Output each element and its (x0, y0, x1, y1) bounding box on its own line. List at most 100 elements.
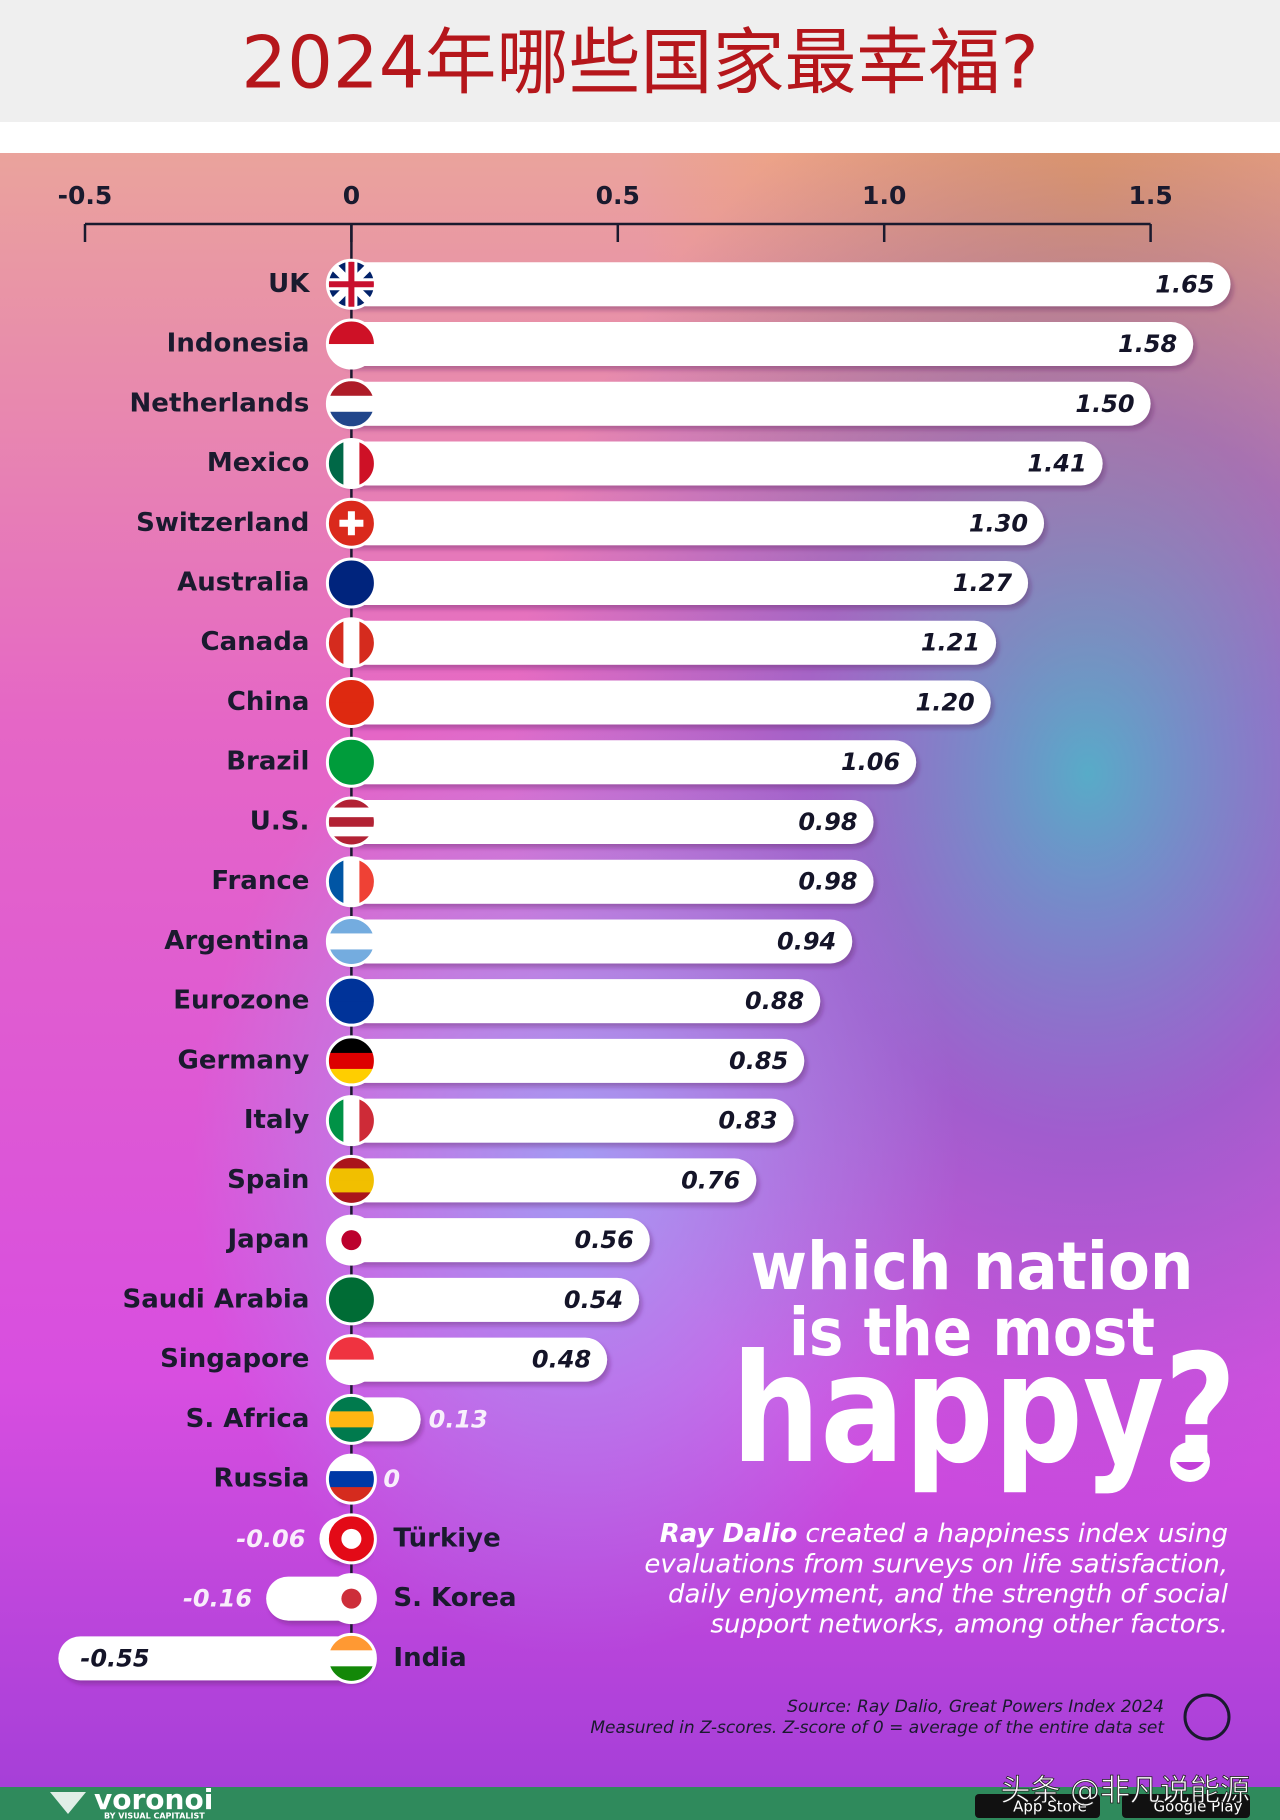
category-label: U.S. (250, 806, 310, 836)
bar (331, 381, 1151, 426)
value-label: 0.48 (532, 1346, 591, 1374)
value-label: 1.50 (1075, 390, 1134, 418)
value-label: 0.94 (777, 927, 836, 955)
bar (331, 680, 991, 725)
bar (331, 620, 997, 665)
value-label: 1.20 (916, 688, 975, 716)
bar (331, 1277, 640, 1322)
bar (331, 740, 917, 785)
category-label: Spain (227, 1165, 309, 1195)
flag-ring (325, 1573, 377, 1625)
flag-stripe (327, 1180, 376, 1193)
flag-dot (341, 1528, 362, 1549)
description-line: support networks, among other factors. (710, 1610, 1228, 1640)
category-label: China (227, 687, 310, 717)
flag-ring (325, 258, 377, 310)
category-label: Italy (244, 1105, 310, 1135)
bar (331, 501, 1045, 546)
store-label: Google Play (1154, 1798, 1243, 1816)
bar (331, 1158, 757, 1203)
category-label: Argentina (164, 926, 309, 956)
flag-ring (325, 378, 377, 430)
description-line: created a happiness index using (805, 1519, 1228, 1549)
flag-stripe (327, 1411, 376, 1428)
headline: happy? (732, 1323, 1237, 1497)
flag-ring (325, 1035, 377, 1087)
category-label: France (211, 866, 309, 896)
bar (331, 441, 1103, 486)
flag-cross (339, 511, 364, 536)
value-label: 0.85 (729, 1047, 788, 1075)
flag-stripe (327, 395, 376, 413)
value-label: 0.13 (429, 1405, 488, 1433)
flag-stripe (327, 1052, 376, 1070)
flag-dot (341, 1230, 362, 1251)
category-label: Switzerland (136, 508, 309, 538)
category-label: India (393, 1643, 466, 1673)
flag-ring (325, 1154, 377, 1206)
flag-ring (325, 1095, 377, 1147)
value-label: 0.98 (798, 808, 857, 836)
flag-stripe (327, 933, 376, 950)
bar (331, 262, 1231, 307)
logo-icon (1183, 1693, 1231, 1741)
category-label: Indonesia (167, 329, 310, 359)
note: Measured in Z-scores. Z-score of 0 = ave… (590, 1718, 1165, 1738)
flag-stripe (343, 618, 360, 667)
value-label: 1.06 (841, 748, 900, 776)
flag-stripe (327, 817, 376, 828)
flag-stripe (327, 836, 376, 846)
flag-ring (325, 1453, 377, 1505)
category-label: Australia (177, 568, 309, 598)
value-label: 1.41 (1027, 450, 1086, 478)
x-tick-label: 1.0 (862, 181, 906, 210)
smiley-mouth (1176, 1462, 1204, 1470)
description-line: evaluations from surveys on life satisfa… (644, 1550, 1228, 1580)
category-label: Saudi Arabia (122, 1284, 309, 1314)
value-label: 1.27 (953, 569, 1013, 597)
value-label: 1.21 (921, 629, 980, 657)
value-label: 0.88 (745, 987, 804, 1015)
value-label: 0 (383, 1465, 400, 1493)
flag-stripe (327, 797, 376, 809)
value-label: 1.65 (1155, 270, 1214, 298)
category-label: Russia (213, 1464, 309, 1494)
category-label: S. Korea (393, 1583, 516, 1613)
flag-ring (325, 557, 377, 609)
bar (331, 799, 874, 844)
bar (331, 979, 821, 1024)
store-button[interactable] (1122, 1794, 1250, 1818)
value-label: 0.83 (718, 1107, 777, 1135)
flag-ring (325, 1214, 377, 1266)
title-band (0, 0, 1280, 122)
value-label: 0.76 (681, 1166, 740, 1194)
x-tick-label: 0 (343, 181, 360, 210)
flag-stripe (327, 826, 376, 837)
flag-stripe (343, 1096, 360, 1145)
value-label: -0.16 (183, 1585, 252, 1613)
brand-icon (50, 1792, 86, 1814)
flag-ring (325, 1274, 377, 1326)
flag-ring (325, 975, 377, 1027)
flag-stripe (327, 1168, 376, 1181)
flag-ring (325, 438, 377, 490)
value-label: 0.56 (575, 1226, 634, 1254)
flag-ring (325, 318, 377, 370)
bar (331, 322, 1194, 367)
flag-stripe (327, 1650, 376, 1667)
x-tick-label: 0.5 (596, 181, 640, 210)
brand-sub: BY VISUAL CAPITALIST (104, 1812, 205, 1820)
flag-ring (325, 915, 377, 967)
category-label: UK (268, 269, 310, 299)
value-label: 0.98 (798, 868, 857, 896)
bar (331, 859, 874, 904)
store-button[interactable] (975, 1794, 1100, 1818)
category-label: Brazil (226, 747, 309, 777)
bar (331, 1038, 805, 1083)
category-label: Germany (177, 1045, 309, 1075)
value-label: -0.55 (80, 1644, 149, 1672)
value-label: 1.30 (969, 509, 1028, 537)
flag-ring (325, 1513, 377, 1565)
x-tick-label: 1.5 (1128, 181, 1172, 210)
